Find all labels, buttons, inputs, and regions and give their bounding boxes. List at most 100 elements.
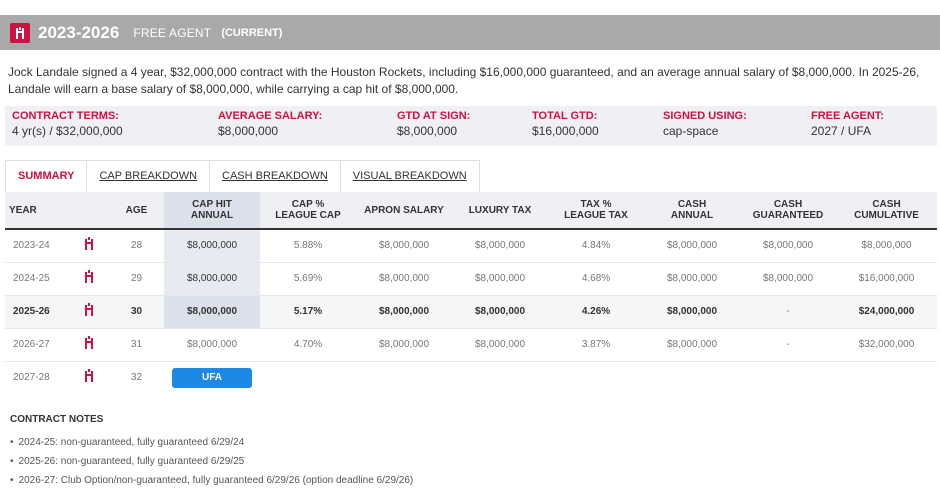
- contract-summary-table: YEAR AGE CAP HIT ANNUAL CAP % LEAGUE CAP A…: [5, 192, 937, 394]
- breakdown-tabs: SUMMARY CAP BREAKDOWN CASH BREAKDOWN VIS…: [5, 160, 480, 192]
- cell-tax-pct: 3.87%: [548, 328, 644, 362]
- col-tax-pct-line1: TAX %: [580, 199, 612, 210]
- rockets-logo-icon[interactable]: [69, 262, 109, 296]
- cell-year: 2025-26: [5, 295, 69, 329]
- contract-note: 2026-27: Club Option/non-guaranteed, ful…: [10, 471, 414, 490]
- cell-apron-salary: $8,000,000: [356, 328, 452, 362]
- col-cash-annual-line2: ANNUAL: [670, 210, 714, 221]
- term-label: GTD AT SIGN:: [397, 110, 471, 122]
- cell-year: 2026-27: [5, 328, 69, 362]
- cell-cap-pct: 4.70%: [260, 328, 356, 362]
- cell-age: 31: [109, 328, 164, 362]
- rockets-logo-icon[interactable]: [69, 295, 109, 329]
- cell-cash-cumulative: $32,000,000: [836, 328, 937, 362]
- cell-age: 32: [130, 372, 143, 384]
- col-cap-hit-line2: ANNUAL: [190, 210, 234, 221]
- cell-cap-pct: 5.88%: [260, 229, 356, 263]
- col-cash-annual-line1: CASH: [677, 199, 707, 210]
- col-cap-hit-line1: CAP HIT: [192, 199, 232, 210]
- col-cash-guaranteed-line1: CASH: [773, 199, 803, 210]
- term-value: $16,000,000: [532, 124, 599, 138]
- cell-ufa: UFA: [164, 361, 260, 394]
- cell-apron-salary: $8,000,000: [356, 262, 452, 296]
- col-cap-pct-line1: CAP %: [291, 199, 325, 210]
- cell-luxury-tax: $8,000,000: [452, 229, 548, 263]
- tab-cap-breakdown[interactable]: CAP BREAKDOWN: [87, 161, 211, 192]
- contract-note: 2024-25: non-guaranteed, fully guarantee…: [10, 433, 413, 452]
- table-header-row: YEAR AGE CAP HIT ANNUAL CAP % LEAGUE CAP A…: [5, 192, 937, 230]
- rockets-logo-icon: [10, 22, 30, 43]
- cell-cash-guaranteed: $8,000,000: [740, 262, 836, 296]
- cell-age: 29: [109, 262, 164, 296]
- term-total-gtd: TOTAL GTD: $16,000,000: [525, 106, 656, 146]
- col-cap-hit: CAP HIT ANNUAL: [164, 192, 260, 230]
- term-value: 4 yr(s) / $32,000,000: [12, 124, 123, 138]
- term-label: FREE AGENT:: [811, 110, 884, 122]
- term-label: AVERAGE SALARY:: [218, 110, 323, 122]
- cell-cap-hit: $8,000,000: [164, 295, 260, 329]
- term-gtd-at-sign: GTD AT SIGN: $8,000,000: [390, 106, 525, 146]
- col-cash-guaranteed: CASH GUARANTEED: [740, 192, 836, 230]
- rockets-logo-icon[interactable]: [69, 229, 109, 263]
- cell-cash-cumulative: $24,000,000: [836, 295, 937, 329]
- cell-cash-guaranteed: -: [740, 328, 836, 362]
- term-value: $8,000,000: [218, 124, 279, 138]
- cell-age: 30: [109, 295, 164, 329]
- cell-cap-pct: 5.17%: [260, 295, 356, 329]
- contract-description: Jock Landale signed a 4 year, $32,000,00…: [8, 65, 920, 96]
- col-cap-pct-line2: LEAGUE CAP: [275, 210, 341, 221]
- ufa-badge: UFA: [172, 367, 252, 388]
- term-signed-using: SIGNED USING: cap-space: [656, 106, 804, 146]
- cell-empty: [260, 361, 937, 394]
- col-tax-pct: TAX % LEAGUE TAX: [548, 192, 644, 230]
- cell-cash-annual: $8,000,000: [644, 295, 740, 329]
- cell-cap-hit: $8,000,000: [164, 328, 260, 362]
- col-apron-salary: APRON SALARY: [356, 192, 452, 230]
- cell-tax-pct: 4.84%: [548, 229, 644, 263]
- col-cap-pct: CAP % LEAGUE CAP: [260, 192, 356, 230]
- cell-year: 2023-24: [5, 229, 69, 263]
- cell-cash-annual: $8,000,000: [644, 229, 740, 263]
- cell-tax-pct: 4.68%: [548, 262, 644, 296]
- col-cash-annual: CASH ANNUAL: [644, 192, 740, 230]
- term-label: SIGNED USING:: [663, 110, 747, 122]
- cell-luxury-tax: $8,000,000: [452, 328, 548, 362]
- tab-cash-breakdown[interactable]: CASH BREAKDOWN: [210, 161, 341, 192]
- cell-cap-hit: $8,000,000: [164, 262, 260, 296]
- col-cash-guaranteed-line2: GUARANTEED: [752, 210, 824, 221]
- col-year: YEAR: [5, 192, 69, 230]
- cell-cap-hit: $8,000,000: [164, 229, 260, 263]
- cell-cash-cumulative: $16,000,000: [836, 262, 937, 296]
- contract-header: 2023-2026 FREE AGENT (CURRENT): [0, 15, 940, 50]
- term-value: $8,000,000: [397, 124, 458, 138]
- rockets-logo-icon[interactable]: [69, 328, 109, 362]
- col-luxury-tax: LUXURY TAX: [452, 192, 548, 230]
- cell-year: 2027-28: [13, 372, 50, 384]
- cell-cash-cumulative: $8,000,000: [836, 229, 937, 263]
- contract-years: 2023-2026: [38, 22, 120, 42]
- contract-terms-bar: CONTRACT TERMS: 4 yr(s) / $32,000,000 AV…: [5, 106, 937, 146]
- rockets-logo-icon[interactable]: [69, 361, 109, 394]
- tab-summary[interactable]: SUMMARY: [6, 161, 88, 192]
- cell-apron-salary: $8,000,000: [356, 229, 452, 263]
- table-row: 2026-27 31 $8,000,000 4.70% $8,000,000 $…: [5, 328, 937, 362]
- tab-visual-breakdown[interactable]: VISUAL BREAKDOWN: [352, 170, 467, 182]
- table-row-free-agent: 2027-28 32 UFA: [5, 361, 937, 394]
- cell-cap-pct: 5.69%: [260, 262, 356, 296]
- term-free-agent: FREE AGENT: 2027 / UFA: [804, 106, 934, 146]
- col-cash-cumulative-line2: CUMULATIVE: [854, 210, 919, 221]
- term-contract: CONTRACT TERMS: 4 yr(s) / $32,000,000: [5, 106, 211, 146]
- cell-year: 2024-25: [5, 262, 69, 296]
- col-cash-cumulative: CASH CUMULATIVE: [836, 192, 937, 230]
- term-value: 2027 / UFA: [811, 124, 872, 138]
- cell-cash-guaranteed: -: [740, 295, 836, 329]
- cell-apron-salary: $8,000,000: [356, 295, 452, 329]
- table-row: 2024-25 29 $8,000,000 5.69% $8,000,000 $…: [5, 262, 937, 296]
- cell-luxury-tax: $8,000,000: [452, 262, 548, 296]
- contract-note: 2025-26: non-guaranteed, fully guarantee…: [10, 452, 413, 471]
- contract-status: (CURRENT): [221, 26, 283, 39]
- table-row: 2023-24 28 $8,000,000 5.88% $8,000,000 $…: [5, 229, 937, 263]
- cell-tax-pct: 4.26%: [548, 295, 644, 329]
- term-label: CONTRACT TERMS:: [12, 110, 119, 122]
- table-row-current: 2025-26 30 $8,000,000 5.17% $8,000,000 $…: [5, 295, 937, 329]
